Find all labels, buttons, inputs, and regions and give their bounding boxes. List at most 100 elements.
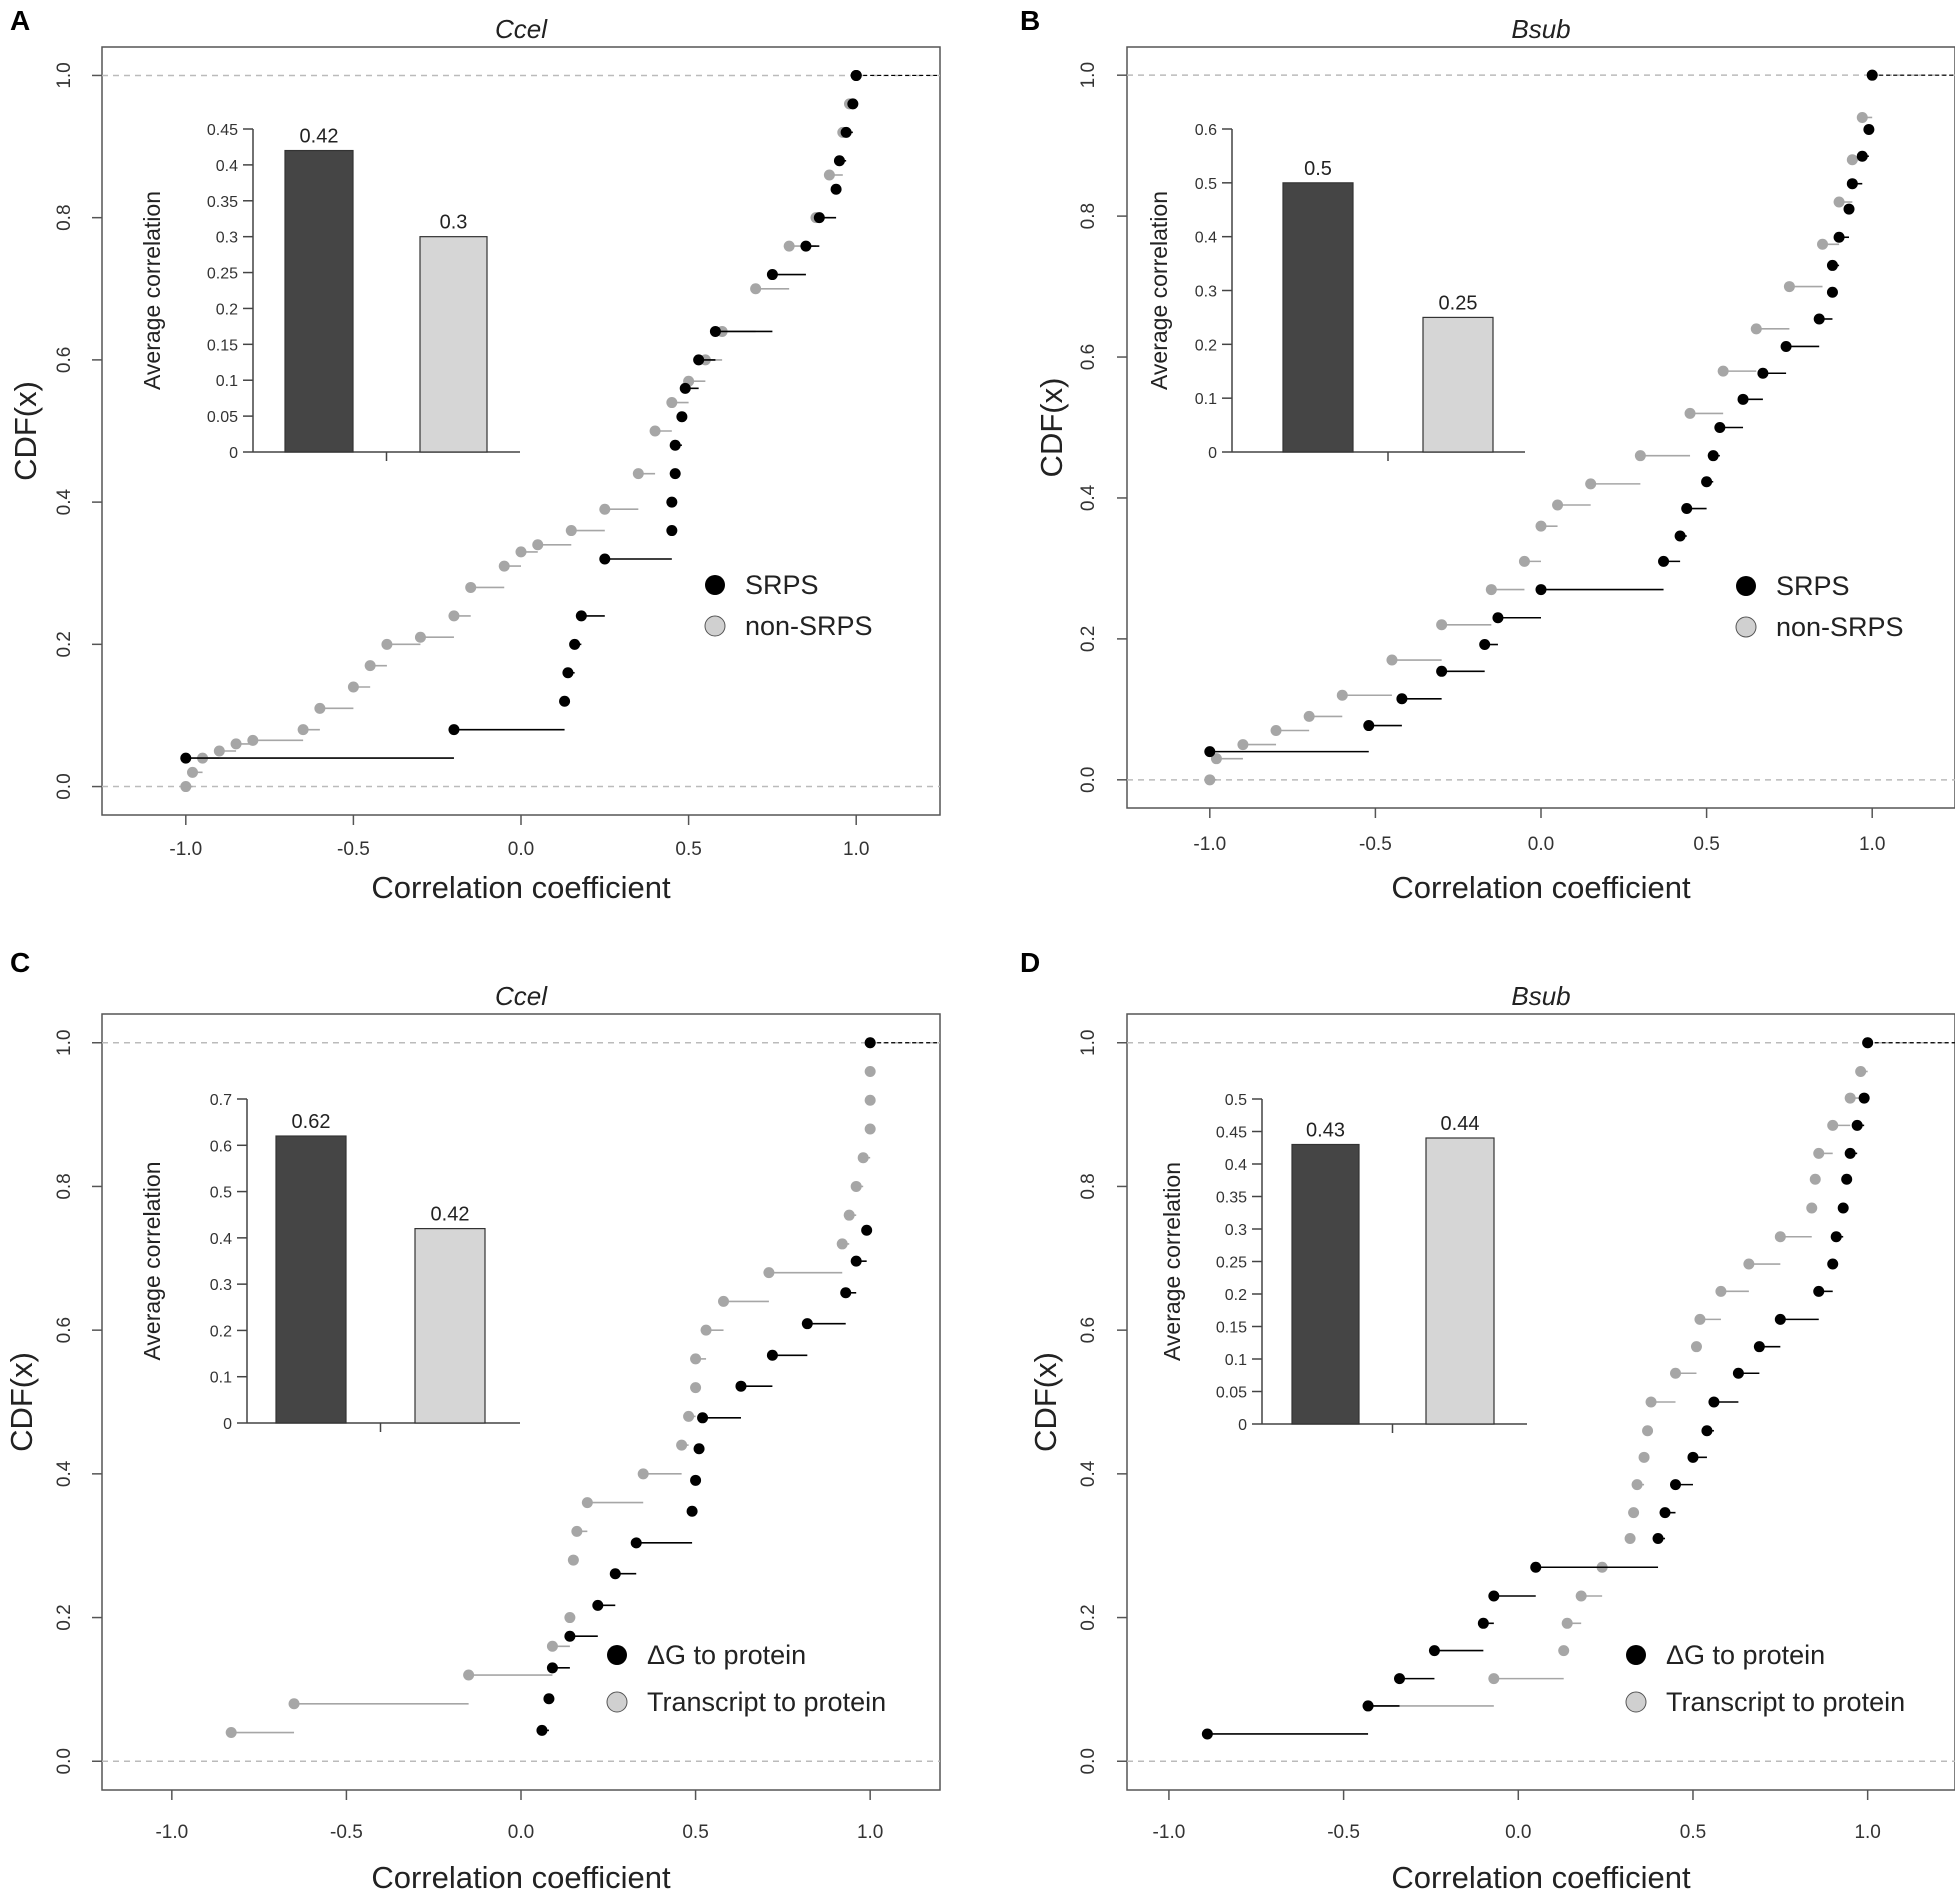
x-tick-label: -0.5 — [1327, 1822, 1360, 1843]
data-point — [1687, 1451, 1699, 1463]
inset-y-axis-label: Average correlation — [139, 191, 165, 390]
data-point — [1817, 238, 1829, 250]
data-point — [830, 183, 842, 195]
inset-bar-chart: 0 0.05 0.1 0.15 0.2 0.25 0.3 0.35 0.4 0.45 0.5 Aver… — [1159, 1092, 1527, 1434]
y-tick-label: 0.2 — [1078, 1604, 1099, 1630]
data-point — [1336, 689, 1348, 701]
data-point — [1436, 619, 1448, 631]
data-point — [850, 1180, 862, 1192]
data-point — [766, 269, 778, 281]
inset-bar-value-label: 0.44 — [1441, 1113, 1480, 1135]
x-tick-label: -1.0 — [155, 1822, 188, 1843]
data-point — [1681, 503, 1693, 515]
data-point — [836, 1238, 848, 1250]
data-point — [690, 1382, 702, 1394]
data-point — [1827, 1119, 1839, 1131]
data-point — [1851, 1119, 1863, 1131]
inset-bar-chart: 0 0.05 0.1 0.15 0.2 0.25 0.3 0.35 0.4 0.45 Average… — [139, 122, 520, 462]
inset-y-tick-label: 0.05 — [1216, 1385, 1247, 1402]
data-point — [700, 1324, 712, 1336]
inset-y-tick-label: 0.6 — [210, 1138, 232, 1155]
y-tick-label: 0.8 — [1078, 203, 1099, 229]
data-point — [381, 638, 393, 650]
data-point — [543, 1693, 555, 1705]
data-point — [690, 1474, 702, 1486]
data-point — [1826, 259, 1838, 271]
y-tick-label: 0.6 — [1078, 1317, 1099, 1343]
inset-y-tick-label: 0.3 — [210, 1277, 232, 1294]
data-point — [1552, 499, 1564, 511]
y-tick-label: 0.4 — [1078, 1460, 1099, 1487]
data-point — [1690, 1341, 1702, 1353]
data-point — [1833, 196, 1845, 208]
data-point — [567, 1554, 579, 1566]
panel-C: C Ccel -1.0 -0.5 0.0 0.5 1.0 0.0 0.2 0.4 0.6 0.8 1.0… — [4, 947, 941, 1895]
inset-bar — [1282, 182, 1354, 453]
data-point — [1518, 555, 1530, 567]
inset-y-tick-label: 0.6 — [1195, 122, 1217, 139]
data-point — [1830, 1231, 1842, 1243]
data-point — [1436, 665, 1448, 677]
data-point — [666, 525, 678, 537]
series-dark — [1204, 69, 1955, 758]
data-point — [864, 1065, 876, 1077]
data-point — [813, 212, 825, 224]
inset-y-tick-label: 0.25 — [207, 266, 238, 283]
data-point — [1492, 612, 1504, 624]
legend-marker — [704, 615, 726, 637]
data-point — [1715, 1285, 1727, 1297]
data-point — [1813, 1147, 1825, 1159]
data-point — [1670, 1367, 1682, 1379]
inset-y-tick-label: 0 — [229, 445, 238, 462]
y-tick-label: 0.0 — [54, 773, 75, 799]
inset-y-tick-label: 0.1 — [1225, 1352, 1247, 1369]
x-tick-label: -0.5 — [1359, 834, 1392, 855]
data-point — [861, 1224, 873, 1236]
data-point — [1863, 123, 1875, 135]
y-axis-label: CDF(x) — [4, 1352, 39, 1452]
data-point — [1530, 1561, 1542, 1573]
data-point — [864, 1094, 876, 1106]
data-point — [1585, 478, 1597, 490]
data-point — [575, 610, 587, 622]
x-tick-label: 0.0 — [1505, 1822, 1531, 1843]
data-point — [1780, 340, 1792, 352]
data-point — [288, 1698, 300, 1710]
data-point — [564, 1612, 576, 1624]
y-tick-label: 0.0 — [54, 1748, 75, 1774]
panel-B: B Bsub -1.0 -0.5 0.0 0.5 1.0 0.0 0.2 0.4 0.6 0.8 1.0… — [1020, 5, 1955, 905]
legend-marker — [606, 1691, 628, 1713]
data-point — [1561, 1617, 1573, 1629]
legend-marker — [1626, 1645, 1646, 1665]
inset-y-tick-label: 0 — [1208, 445, 1217, 462]
data-point — [1488, 1673, 1500, 1685]
inset-bar-value-label: 0.62 — [292, 1111, 331, 1133]
data-point — [559, 695, 571, 707]
inset-y-tick-label: 0.1 — [1195, 391, 1217, 408]
data-point — [230, 738, 242, 750]
chart-title: Bsub — [1511, 981, 1570, 1011]
x-tick-label: -1.0 — [1153, 1822, 1186, 1843]
inset-y-tick-label: 0.5 — [1195, 176, 1217, 193]
data-point — [697, 1412, 709, 1424]
inset-y-tick-label: 0.4 — [216, 158, 238, 175]
chart-title: Ccel — [495, 981, 548, 1011]
data-point — [676, 1439, 688, 1451]
data-point — [1201, 1728, 1213, 1740]
data-point — [686, 1505, 698, 1517]
data-point — [1670, 1479, 1682, 1491]
inset-bar — [275, 1135, 347, 1424]
plot-frame — [1126, 1013, 1955, 1791]
data-point — [763, 1267, 775, 1279]
y-tick-label: 1.0 — [1078, 62, 1099, 88]
y-tick-label: 0.6 — [54, 347, 75, 373]
x-axis-label: Correlation coefficient — [1391, 1860, 1691, 1895]
inset-y-tick-label: 0.2 — [1225, 1287, 1247, 1304]
data-point — [1856, 111, 1868, 123]
x-tick-label: -1.0 — [169, 839, 202, 860]
inset-bar — [1422, 316, 1494, 453]
x-tick-label: 0.0 — [508, 839, 534, 860]
data-point — [1826, 286, 1838, 298]
y-tick-label: 0.0 — [1078, 767, 1099, 793]
data-point — [180, 752, 192, 764]
